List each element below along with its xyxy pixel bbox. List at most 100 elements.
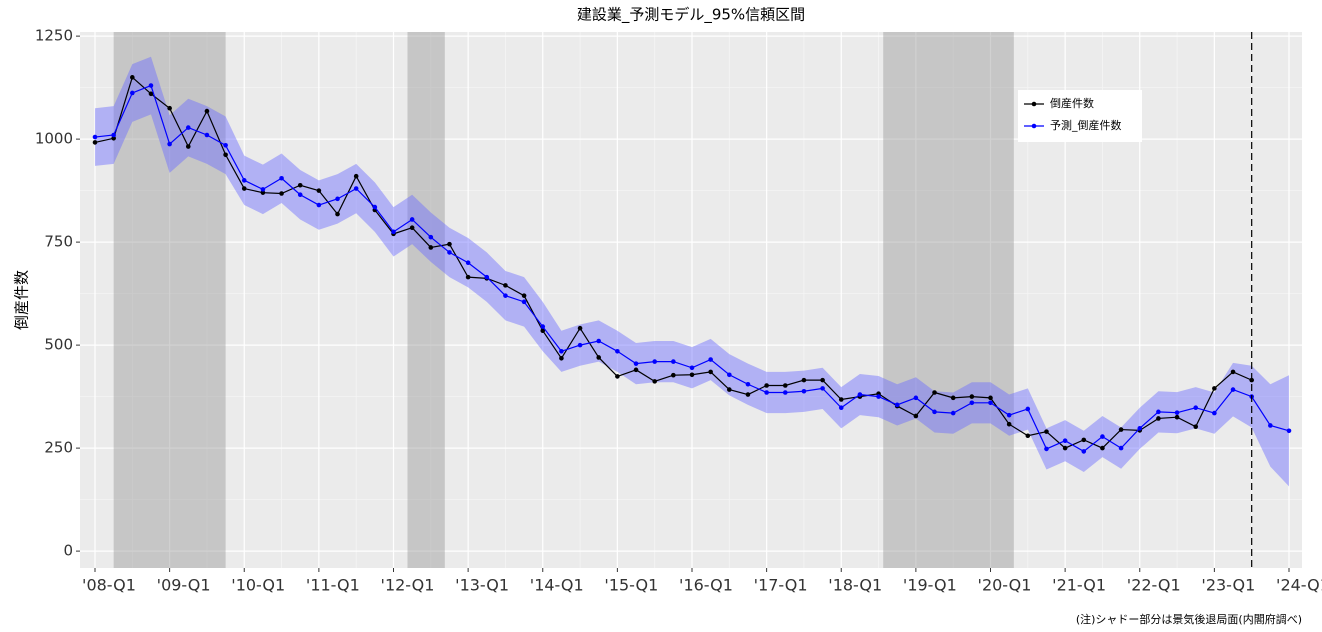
point xyxy=(409,217,415,222)
point xyxy=(92,140,98,145)
point xyxy=(577,325,583,331)
y-tick-label: 1250 xyxy=(35,27,73,45)
point xyxy=(1081,437,1087,443)
y-tick-label: 750 xyxy=(44,233,73,251)
point xyxy=(223,152,228,158)
point xyxy=(596,355,602,360)
x-tick-label: '16-Q1 xyxy=(679,576,733,595)
point xyxy=(1212,410,1217,416)
point xyxy=(447,250,452,255)
point xyxy=(671,372,676,378)
point xyxy=(1156,409,1161,415)
point xyxy=(503,293,508,298)
point xyxy=(447,241,452,247)
point xyxy=(1006,421,1012,427)
shaded-region xyxy=(407,32,445,568)
x-tick-label: '20-Q1 xyxy=(978,576,1032,595)
point xyxy=(988,395,993,401)
point xyxy=(932,390,937,395)
point xyxy=(652,379,657,384)
point xyxy=(1044,446,1049,452)
point xyxy=(764,383,769,388)
y-tick-label: 250 xyxy=(44,439,73,457)
point xyxy=(913,395,919,401)
point xyxy=(279,191,284,196)
point xyxy=(204,132,210,138)
point xyxy=(484,274,490,280)
point xyxy=(1025,433,1031,439)
point xyxy=(465,260,471,266)
point xyxy=(708,369,713,375)
point xyxy=(297,192,303,198)
point xyxy=(1006,412,1012,418)
y-tick-label: 500 xyxy=(44,336,73,354)
point xyxy=(652,359,657,364)
y-tick-label: 0 xyxy=(63,542,73,560)
point xyxy=(633,361,639,366)
point xyxy=(782,383,788,388)
point xyxy=(838,405,844,411)
x-tick-label: '12-Q1 xyxy=(381,576,435,595)
legend-marker xyxy=(1031,101,1037,107)
x-tick-label: '14-Q1 xyxy=(530,576,584,595)
x-tick-label: '19-Q1 xyxy=(903,576,957,595)
point xyxy=(932,409,937,415)
point xyxy=(1156,416,1161,421)
point xyxy=(1249,377,1254,383)
point xyxy=(1118,445,1124,451)
point xyxy=(353,186,359,191)
y-tick-label: 1000 xyxy=(35,130,73,148)
point xyxy=(727,372,732,378)
point xyxy=(1100,445,1105,451)
x-tick-label: '13-Q1 xyxy=(455,576,509,595)
point xyxy=(540,324,546,329)
point xyxy=(615,374,620,379)
point xyxy=(521,293,527,298)
point xyxy=(988,400,993,406)
point xyxy=(838,397,844,402)
point xyxy=(428,245,434,250)
point xyxy=(465,274,471,280)
point xyxy=(1193,424,1199,429)
point xyxy=(372,204,378,210)
point xyxy=(615,348,620,354)
point xyxy=(130,90,135,96)
x-tick-label: '21-Q1 xyxy=(1052,576,1106,595)
point xyxy=(745,381,751,387)
x-tick-label: '11-Q1 xyxy=(306,576,360,595)
point xyxy=(913,413,919,419)
x-tick-label: '10-Q1 xyxy=(231,576,285,595)
point xyxy=(1062,438,1068,443)
point xyxy=(857,392,863,397)
point xyxy=(689,372,695,378)
point xyxy=(167,105,172,111)
point xyxy=(521,299,527,305)
x-tick-label: '18-Q1 xyxy=(828,576,882,595)
point xyxy=(559,348,564,354)
point xyxy=(503,283,508,288)
point xyxy=(297,182,303,188)
point xyxy=(204,108,210,114)
point xyxy=(1174,414,1180,420)
point xyxy=(801,388,807,394)
y-axis-label: 倒産件数 xyxy=(13,270,31,330)
point xyxy=(335,196,340,202)
point xyxy=(876,394,881,399)
point xyxy=(428,234,434,240)
point xyxy=(894,402,900,408)
note: (注)シャドー部分は景気後退局面(内閣府調べ) xyxy=(1076,612,1302,626)
point xyxy=(764,390,769,395)
point xyxy=(540,328,546,333)
point xyxy=(241,186,247,191)
point xyxy=(409,225,415,230)
point xyxy=(596,338,602,344)
x-tick-label: '23-Q1 xyxy=(1201,576,1255,595)
point xyxy=(148,83,154,88)
point xyxy=(689,365,695,371)
point xyxy=(745,392,751,397)
point xyxy=(950,410,956,416)
point xyxy=(727,387,732,392)
point xyxy=(148,91,154,97)
